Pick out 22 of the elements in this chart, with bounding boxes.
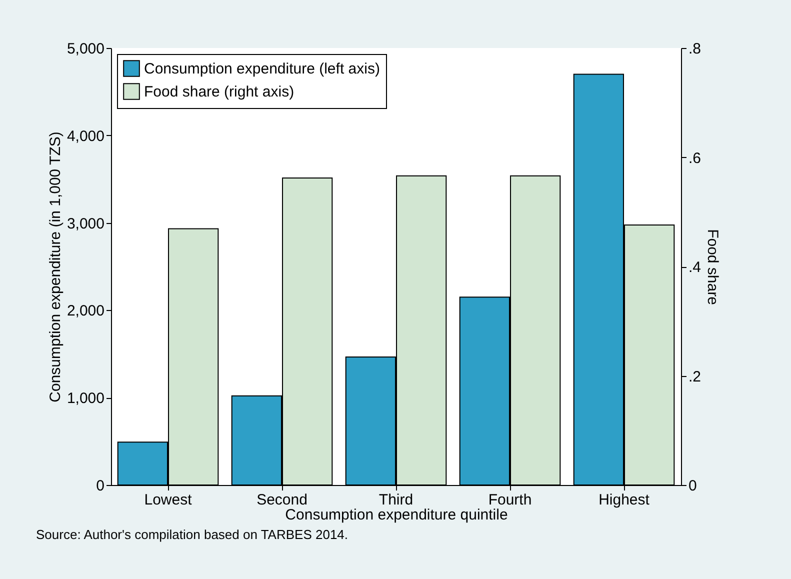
- y2-tick-label: .4: [688, 259, 702, 276]
- y-tick-label: 1,000: [66, 390, 104, 408]
- x-tick-label: Lowest: [144, 492, 193, 508]
- y-tick-label: 3,000: [66, 215, 104, 232]
- x-tick-label: Highest: [598, 492, 650, 508]
- legend-label: Consumption expenditure (left axis): [144, 60, 380, 78]
- y-axis-title: Consumption expenditure (in 1,000 TZS): [46, 132, 64, 402]
- legend-label: Food share (right axis): [144, 84, 294, 100]
- y2-axis-title: Food share: [704, 229, 722, 305]
- y2-tick-label: .8: [688, 40, 702, 58]
- source-note: Source: Author's compilation based on TARBES 2014.: [36, 527, 350, 542]
- y2-tick-label: .6: [688, 150, 702, 167]
- y-tick-label: 4,000: [66, 128, 104, 145]
- y-tick-label: 5,000: [66, 40, 104, 58]
- x-tick-label: Fourth: [488, 492, 532, 508]
- y-tick-label: 2,000: [66, 302, 104, 320]
- y2-tick-label: 0: [688, 478, 697, 494]
- x-tick-label: Third: [378, 492, 414, 508]
- y2-tick-label: .2: [688, 368, 702, 386]
- x-axis-title: Consumption expenditure quintile: [285, 506, 508, 524]
- x-tick-label: Second: [256, 492, 308, 508]
- y-tick-label: 0: [96, 478, 104, 494]
